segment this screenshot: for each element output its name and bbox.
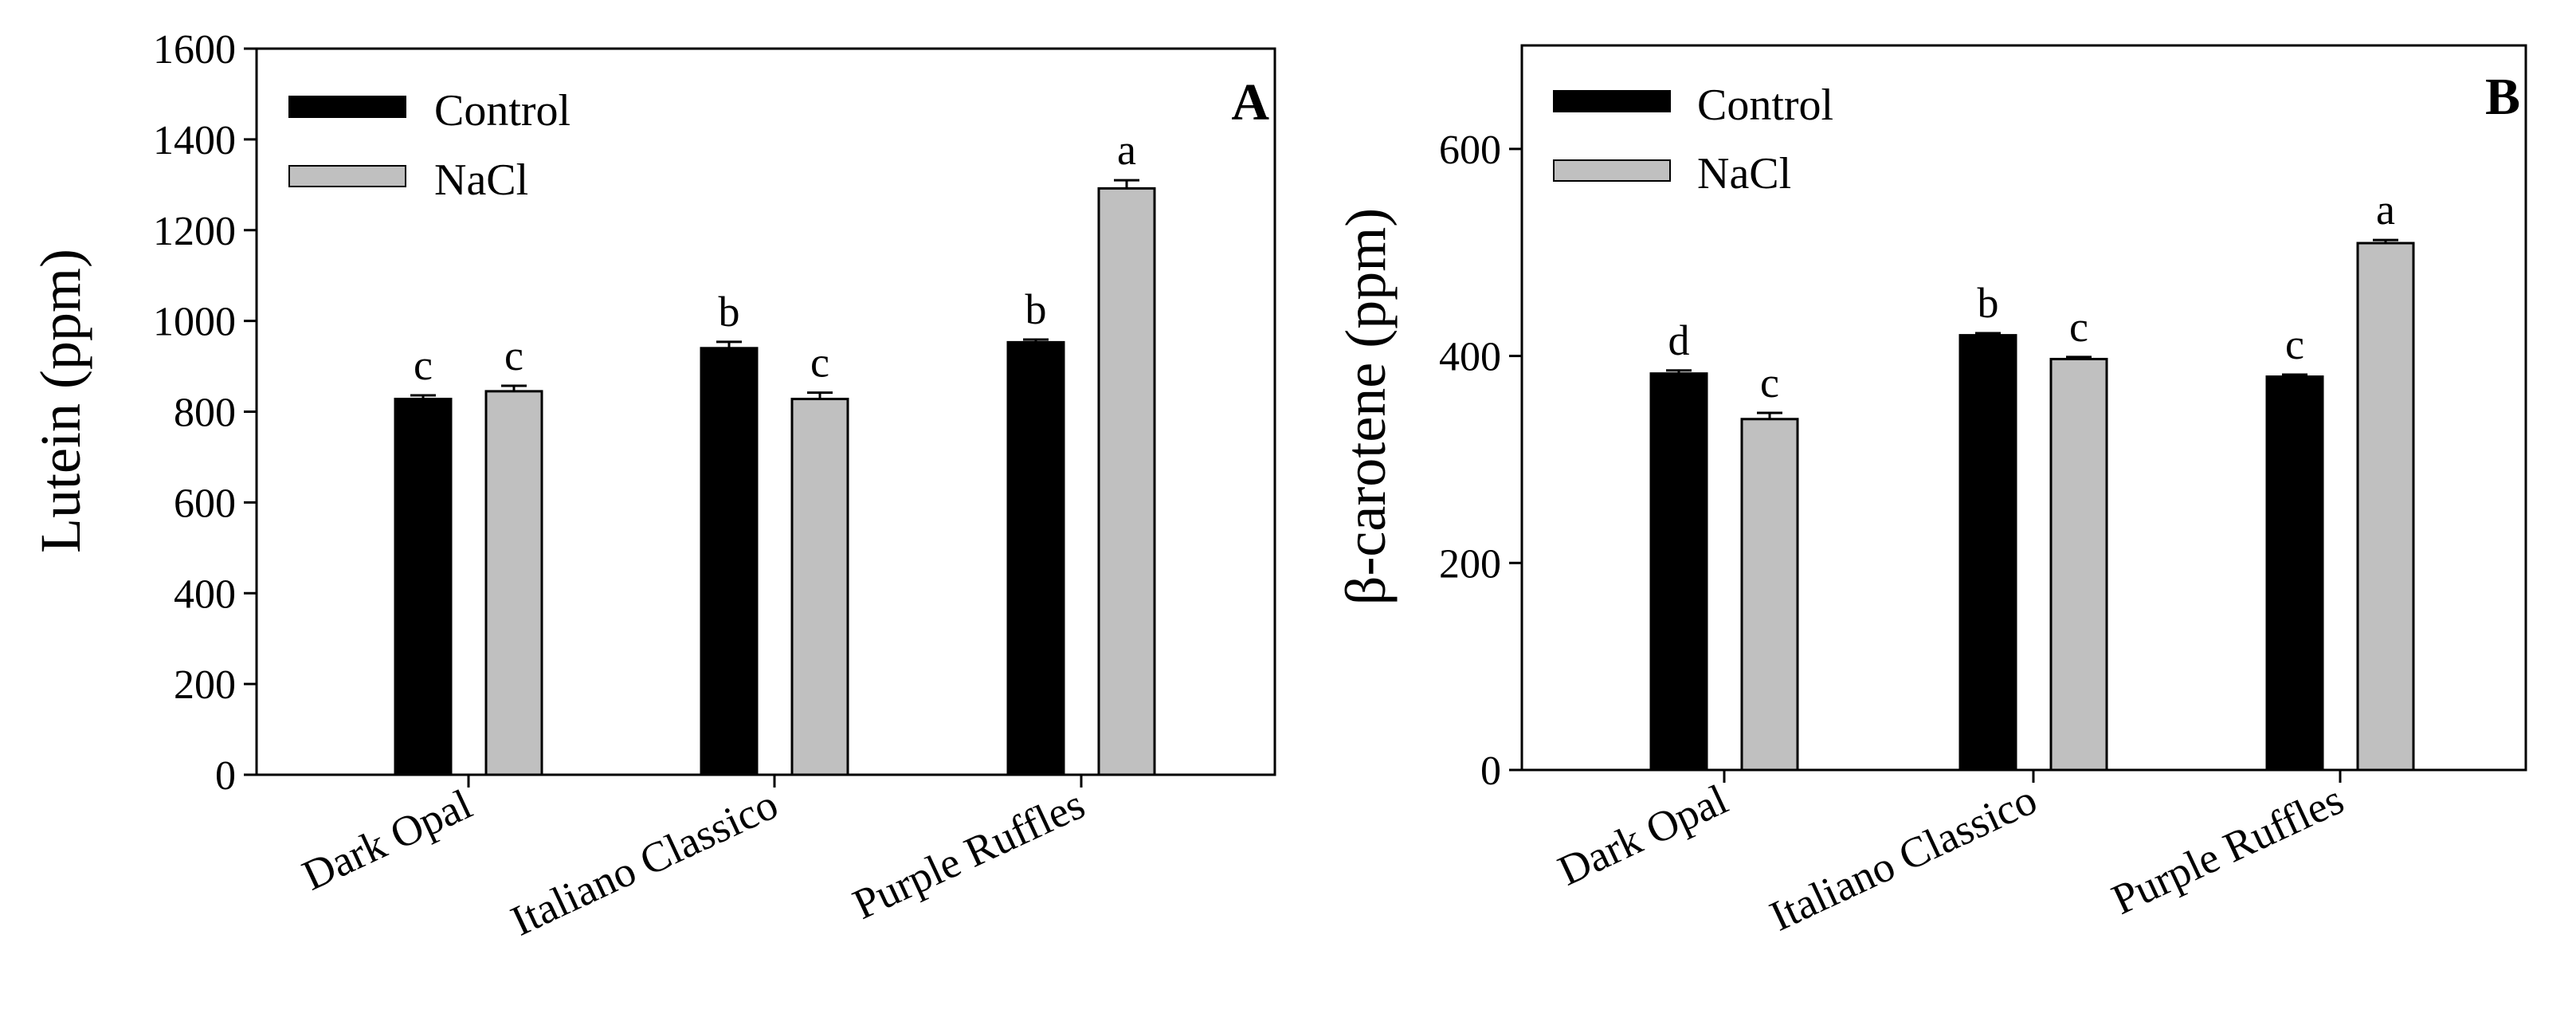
panel-a-legend-label-nacl: NaCl	[434, 155, 528, 205]
panel-b-legend-label-control: Control	[1697, 81, 1833, 130]
panel-b-legend: Control NaCl	[1553, 81, 1833, 198]
panel-b-bar-nacl-purple-ruffles	[2356, 242, 2415, 772]
panel-a-y-tick-label: 400	[174, 571, 236, 617]
panel-a-significance-letter-control-italiano-classico: b	[719, 288, 740, 336]
panel-a-y-tick-label: 800	[174, 391, 236, 436]
panel-b-significance-letter-nacl-italiano-classico: c	[2069, 303, 2088, 351]
panel-a-bar-control-italiano-classico	[700, 347, 759, 776]
panel-b-bar-control-italiano-classico	[1958, 334, 2017, 772]
panel-a-y-tick-label: 1200	[153, 209, 236, 254]
panel-a-y-tick-label: 0	[215, 753, 236, 799]
panel-b-significance-letter-control-italiano-classico: b	[1978, 279, 1999, 327]
panel-a-y-tick-label: 600	[174, 481, 236, 526]
panel-a-y-tick-label: 200	[174, 662, 236, 708]
panel-b-significance-letter-nacl-purple-ruffles: a	[2376, 186, 2395, 234]
panel-b-y-tick-label: 400	[1439, 335, 1501, 380]
panel-b-significance-letter-nacl-dark-opal: c	[1760, 359, 1779, 407]
panel-b-y-tick-label: 200	[1439, 541, 1501, 587]
panel-b-significance-letter-control-dark-opal: d	[1668, 316, 1690, 364]
panel-b-legend-swatch-control	[1553, 90, 1671, 112]
panel-a-y-tick-label: 1600	[153, 27, 236, 73]
panel-b-label: B	[2485, 68, 2520, 126]
panel-a-legend-label-control: Control	[434, 86, 570, 136]
panel-a-significance-letter-control-purple-ruffles: b	[1025, 285, 1047, 333]
panel-a-legend-swatch-control	[288, 96, 406, 118]
panel-b-significance-letter-control-purple-ruffles: c	[2285, 320, 2304, 368]
panel-a-significance-letter-control-dark-opal: c	[414, 341, 433, 389]
panel-a-legend-swatch-nacl	[288, 165, 406, 187]
panel-a-bar-nacl-dark-opal	[484, 390, 543, 776]
panel-a-significance-letter-nacl-purple-ruffles: a	[1117, 126, 1136, 174]
panel-b-bar-nacl-dark-opal	[1740, 418, 1799, 772]
panel-b-y-tick-label: 0	[1480, 748, 1501, 794]
panel-a-significance-letter-nacl-italiano-classico: c	[810, 339, 829, 387]
panel-a-y-axis-title: Lutein (ppm)	[29, 249, 92, 553]
panel-b-y-axis-title: β-carotene (ppm)	[1334, 208, 1398, 605]
panel-a-significance-letter-nacl-dark-opal: c	[504, 332, 523, 379]
panel-a-y-tick-label: 1000	[153, 300, 236, 345]
panel-a-bar-control-purple-ruffles	[1006, 340, 1065, 776]
panel-a-y-tick-label: 1400	[153, 118, 236, 163]
panel-b-bar-nacl-italiano-classico	[2049, 357, 2108, 772]
panel-b-bar-control-dark-opal	[1649, 372, 1708, 772]
panel-a-bar-nacl-purple-ruffles	[1097, 187, 1156, 776]
panel-b-legend-swatch-nacl	[1553, 159, 1671, 182]
panel-b-y-tick-label: 600	[1439, 128, 1501, 173]
panel-a-legend: Control NaCl	[288, 86, 570, 205]
panel-b-bar-control-purple-ruffles	[2265, 375, 2324, 772]
panel-a-bar-control-dark-opal	[394, 398, 453, 776]
panel-a-bar-nacl-italiano-classico	[790, 398, 849, 776]
panel-a-label: A	[1231, 73, 1269, 132]
panel-b-plot-frame	[1520, 44, 2527, 772]
panel-b-legend-label-nacl: NaCl	[1697, 149, 1791, 198]
